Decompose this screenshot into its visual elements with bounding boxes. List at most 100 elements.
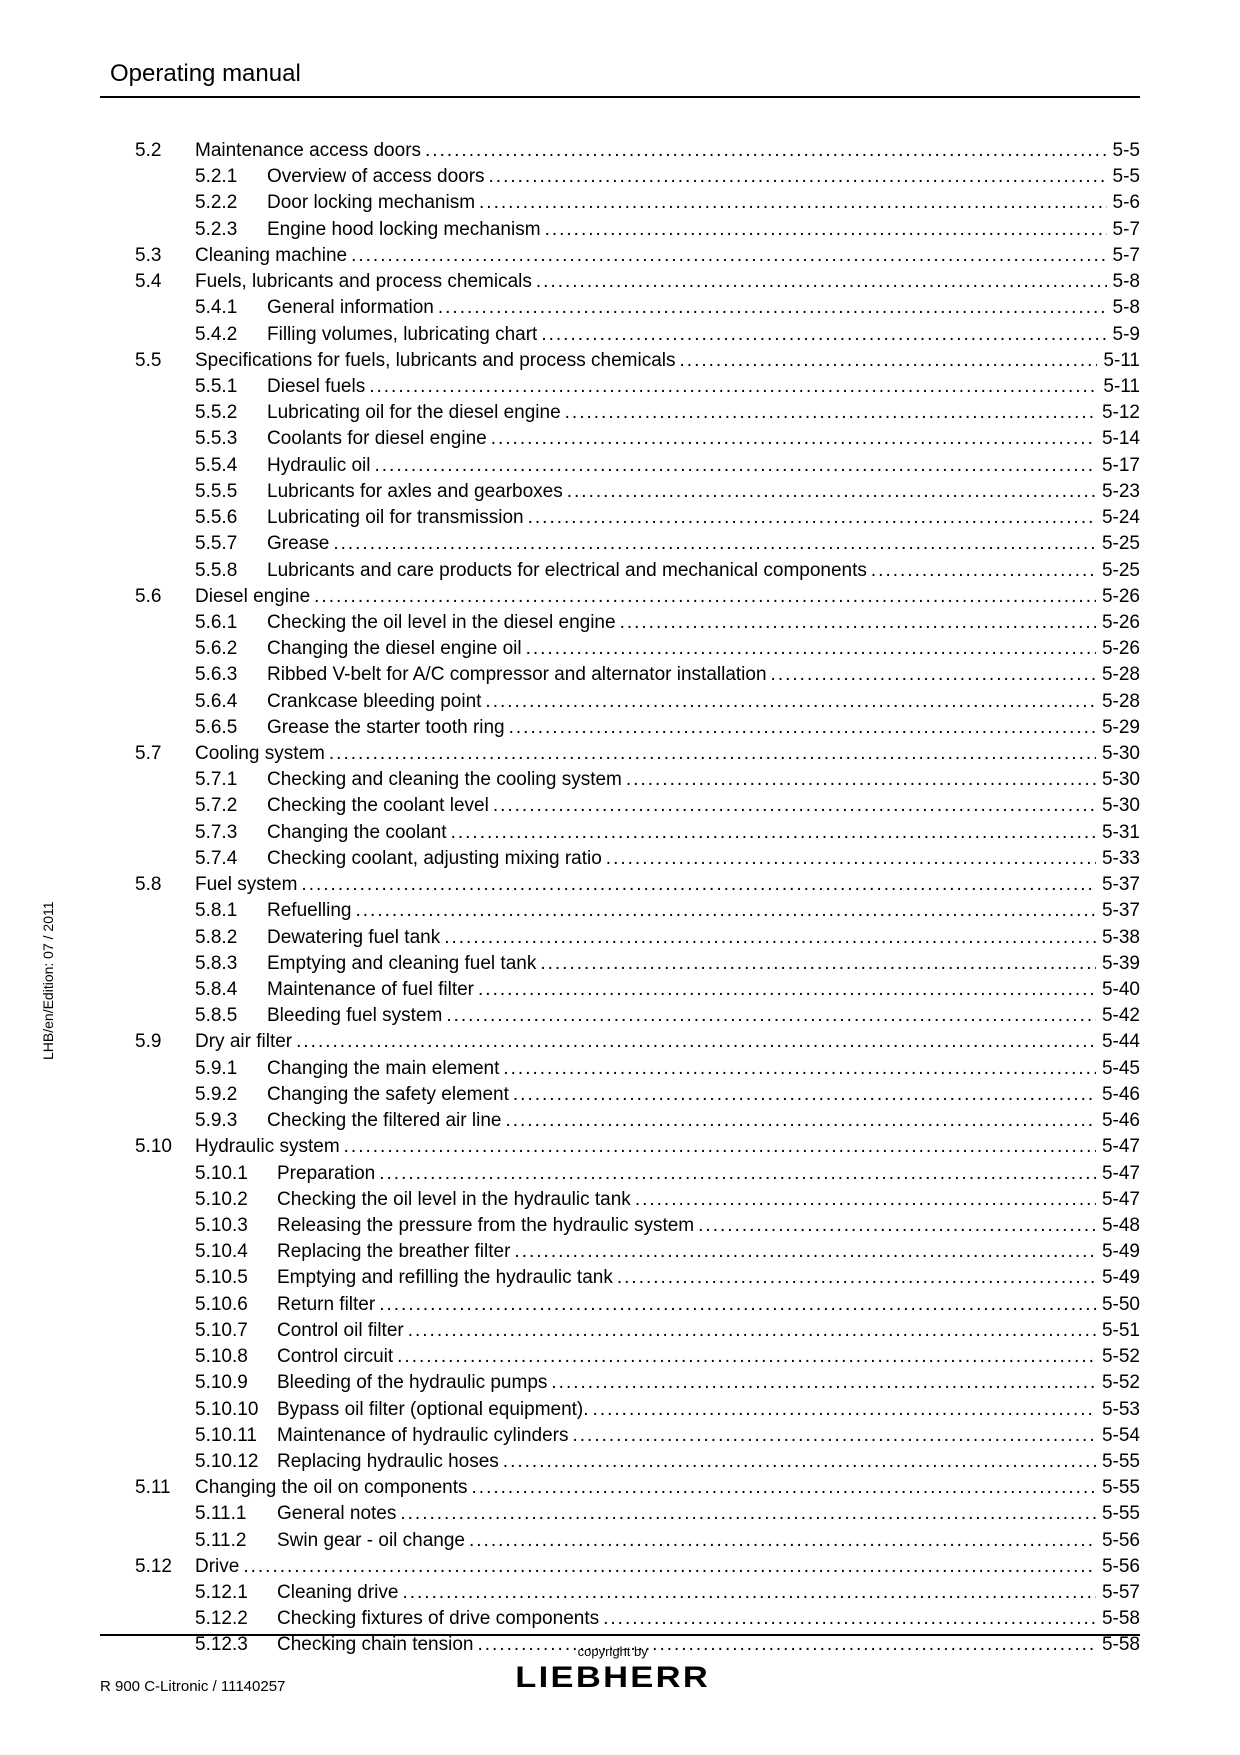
subsection-number: 5.12.1 bbox=[195, 1580, 277, 1606]
subsection-title: Control oil filter bbox=[277, 1318, 404, 1344]
leader-dots bbox=[474, 977, 1096, 1003]
subsection-page: 5-30 bbox=[1096, 793, 1140, 819]
subsection-title: Hydraulic oil bbox=[267, 453, 370, 479]
subsection-number: 5.10.10 bbox=[195, 1397, 277, 1423]
leader-dots bbox=[867, 558, 1096, 584]
toc-subsection: 5.7.3Changing the coolant5-31 bbox=[135, 820, 1140, 846]
subsection-number: 5.10.7 bbox=[195, 1318, 277, 1344]
subsection-number: 5.10.3 bbox=[195, 1213, 277, 1239]
leader-dots bbox=[489, 793, 1096, 819]
header-title: Operating manual bbox=[110, 60, 1140, 88]
toc-subsection: 5.5.4Hydraulic oil5-17 bbox=[135, 453, 1140, 479]
subsection-title: Swin gear - oil change bbox=[277, 1528, 465, 1554]
subsection-number: 5.11.2 bbox=[195, 1528, 277, 1554]
section-number: 5.9 bbox=[135, 1029, 195, 1055]
subsection-page: 5-6 bbox=[1107, 190, 1140, 216]
toc-subsection: 5.4.2Filling volumes, lubricating chart5… bbox=[135, 322, 1140, 348]
subsection-number: 5.12.2 bbox=[195, 1606, 277, 1632]
subsection-page: 5-50 bbox=[1096, 1292, 1140, 1318]
subsection-number: 5.10.6 bbox=[195, 1292, 277, 1318]
section-title: Hydraulic system bbox=[195, 1134, 340, 1160]
subsection-number: 5.10.12 bbox=[195, 1449, 277, 1475]
subsection-number: 5.10.5 bbox=[195, 1265, 277, 1291]
toc-subsection: 5.6.1Checking the oil level in the diese… bbox=[135, 610, 1140, 636]
leader-dots bbox=[499, 1449, 1096, 1475]
subsection-page: 5-52 bbox=[1096, 1344, 1140, 1370]
toc-subsection: 5.5.6Lubricating oil for transmission5-2… bbox=[135, 505, 1140, 531]
subsection-number: 5.10.2 bbox=[195, 1187, 277, 1213]
subsection-number: 5.8.3 bbox=[195, 951, 267, 977]
toc-section: 5.6Diesel engine5-26 bbox=[135, 584, 1140, 610]
subsection-number: 5.5.4 bbox=[195, 453, 267, 479]
toc-section: 5.10Hydraulic system5-47 bbox=[135, 1134, 1140, 1160]
subsection-page: 5-26 bbox=[1096, 636, 1140, 662]
subsection-page: 5-31 bbox=[1096, 820, 1140, 846]
subsection-title: Bypass oil filter (optional equipment). bbox=[277, 1397, 589, 1423]
subsection-number: 5.5.3 bbox=[195, 426, 267, 452]
leader-dots bbox=[589, 1397, 1096, 1423]
leader-dots bbox=[499, 1056, 1096, 1082]
toc-subsection: 5.10.5Emptying and refilling the hydraul… bbox=[135, 1265, 1140, 1291]
subsection-title: Replacing the breather filter bbox=[277, 1239, 510, 1265]
leader-dots bbox=[561, 400, 1096, 426]
subsection-number: 5.10.11 bbox=[195, 1423, 277, 1449]
subsection-number: 5.10.1 bbox=[195, 1161, 277, 1187]
subsection-title: Maintenance of hydraulic cylinders bbox=[277, 1423, 569, 1449]
subsection-number: 5.8.1 bbox=[195, 898, 267, 924]
subsection-title: Lubricating oil for the diesel engine bbox=[267, 400, 561, 426]
toc-subsection: 5.2.3Engine hood locking mechanism5-7 bbox=[135, 217, 1140, 243]
leader-dots bbox=[393, 1344, 1096, 1370]
leader-dots bbox=[421, 138, 1107, 164]
footer-rule bbox=[100, 1634, 1140, 1636]
subsection-title: Bleeding of the hydraulic pumps bbox=[277, 1370, 547, 1396]
section-title: Dry air filter bbox=[195, 1029, 292, 1055]
subsection-title: Checking the coolant level bbox=[267, 793, 489, 819]
subsection-title: Refuelling bbox=[267, 898, 352, 924]
section-page: 5-30 bbox=[1096, 741, 1140, 767]
subsection-page: 5-38 bbox=[1096, 925, 1140, 951]
subsection-title: Bleeding fuel system bbox=[267, 1003, 442, 1029]
toc-section: 5.2Maintenance access doors5-5 bbox=[135, 138, 1140, 164]
subsection-page: 5-8 bbox=[1107, 295, 1140, 321]
subsection-number: 5.2.3 bbox=[195, 217, 267, 243]
subsection-page: 5-49 bbox=[1096, 1239, 1140, 1265]
leader-dots bbox=[613, 1265, 1096, 1291]
toc-subsection: 5.11.2Swin gear - oil change5-56 bbox=[135, 1528, 1140, 1554]
footer-center: copyright by LIEBHERR bbox=[528, 1644, 697, 1695]
leader-dots bbox=[468, 1475, 1096, 1501]
subsection-number: 5.5.5 bbox=[195, 479, 267, 505]
toc-subsection: 5.10.11Maintenance of hydraulic cylinder… bbox=[135, 1423, 1140, 1449]
section-number: 5.2 bbox=[135, 138, 195, 164]
toc-subsection: 5.10.6Return filter5-50 bbox=[135, 1292, 1140, 1318]
subsection-page: 5-24 bbox=[1096, 505, 1140, 531]
subsection-number: 5.6.1 bbox=[195, 610, 267, 636]
section-number: 5.8 bbox=[135, 872, 195, 898]
leader-dots bbox=[767, 662, 1096, 688]
section-page: 5-47 bbox=[1096, 1134, 1140, 1160]
toc-section: 5.8Fuel system5-37 bbox=[135, 872, 1140, 898]
toc-subsection: 5.12.2Checking fixtures of drive compone… bbox=[135, 1606, 1140, 1632]
subsection-number: 5.2.1 bbox=[195, 164, 267, 190]
toc-section: 5.7Cooling system5-30 bbox=[135, 741, 1140, 767]
subsection-title: Lubricating oil for transmission bbox=[267, 505, 524, 531]
subsection-title: Coolants for diesel engine bbox=[267, 426, 487, 452]
subsection-title: Lubricants for axles and gearboxes bbox=[267, 479, 563, 505]
subsection-title: Checking the oil level in the diesel eng… bbox=[267, 610, 616, 636]
toc-subsection: 5.6.4Crankcase bleeding point5-28 bbox=[135, 689, 1140, 715]
subsection-page: 5-12 bbox=[1096, 400, 1140, 426]
leader-dots bbox=[440, 925, 1096, 951]
subsection-page: 5-54 bbox=[1096, 1423, 1140, 1449]
leader-dots bbox=[599, 1606, 1096, 1632]
leader-dots bbox=[239, 1554, 1096, 1580]
section-number: 5.6 bbox=[135, 584, 195, 610]
section-title: Drive bbox=[195, 1554, 239, 1580]
toc-subsection: 5.7.4Checking coolant, adjusting mixing … bbox=[135, 846, 1140, 872]
subsection-page: 5-39 bbox=[1096, 951, 1140, 977]
subsection-page: 5-11 bbox=[1097, 374, 1140, 400]
subsection-number: 5.8.2 bbox=[195, 925, 267, 951]
page: Operating manual LHB/en/Edition: 07 / 20… bbox=[0, 0, 1240, 1755]
subsection-page: 5-29 bbox=[1096, 715, 1140, 741]
toc-subsection: 5.6.2Changing the diesel engine oil5-26 bbox=[135, 636, 1140, 662]
toc-subsection: 5.10.4Replacing the breather filter5-49 bbox=[135, 1239, 1140, 1265]
section-title: Fuels, lubricants and process chemicals bbox=[195, 269, 532, 295]
